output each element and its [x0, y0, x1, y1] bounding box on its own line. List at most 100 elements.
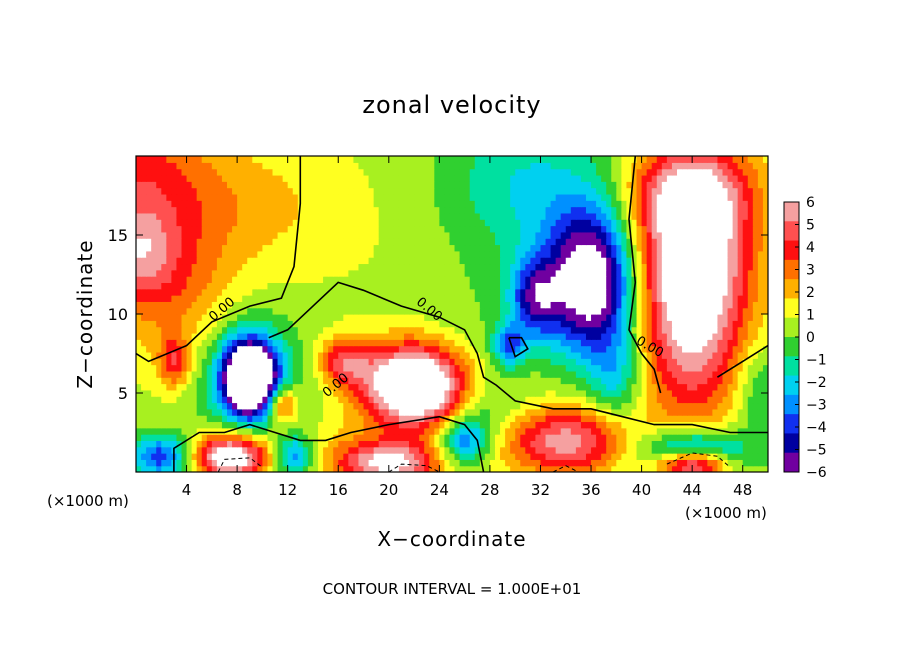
heatmap-cell: [151, 295, 157, 302]
heatmap-cell: [353, 295, 360, 302]
heatmap-cell: [682, 358, 688, 366]
heatmap-cell: [211, 238, 218, 246]
heatmap-cell: [136, 427, 142, 435]
heatmap-cell: [459, 446, 466, 454]
heatmap-cell: [373, 301, 380, 309]
heatmap-cell: [328, 276, 334, 283]
heatmap-cell: [510, 288, 516, 296]
heatmap-cell: [166, 301, 172, 309]
heatmap-cell: [697, 383, 703, 391]
heatmap-cell: [631, 345, 638, 353]
heatmap-cell: [505, 238, 511, 246]
heatmap-cell: [687, 389, 693, 397]
heatmap-cell: [297, 459, 304, 467]
heatmap-cell: [242, 440, 248, 448]
heatmap-cell: [459, 320, 466, 328]
heatmap-cell: [166, 351, 172, 359]
heatmap-cell: [419, 314, 425, 321]
heatmap-cell: [216, 282, 223, 290]
heatmap-cell: [409, 351, 415, 359]
heatmap-cell: [358, 364, 365, 372]
heatmap-cell: [747, 358, 754, 366]
heatmap-cell: [242, 276, 248, 283]
heatmap-cell: [136, 332, 142, 340]
heatmap-cell: [419, 402, 425, 410]
heatmap-cell: [560, 238, 567, 246]
heatmap-cell: [621, 314, 628, 321]
heatmap-cell: [206, 415, 213, 423]
heatmap-cell: [166, 314, 172, 321]
heatmap-cell: [383, 402, 390, 410]
heatmap-cell: [494, 339, 501, 347]
heatmap-cell: [368, 415, 375, 423]
heatmap-cell: [378, 339, 385, 347]
heatmap-cell: [257, 269, 263, 277]
heatmap-cell: [136, 408, 142, 416]
heatmap-cell: [454, 301, 461, 309]
heatmap-cell: [186, 434, 193, 441]
heatmap-cell: [358, 421, 365, 429]
heatmap-cell: [141, 238, 147, 246]
heatmap-cell: [166, 415, 172, 423]
heatmap-cell: [434, 370, 440, 378]
heatmap-cell: [429, 295, 435, 302]
heatmap-cell: [136, 370, 142, 378]
heatmap-cell: [429, 301, 435, 309]
heatmap-cell: [580, 396, 587, 404]
heatmap-cell: [494, 250, 501, 258]
heatmap-cell: [353, 231, 360, 239]
heatmap-cell: [287, 358, 294, 366]
heatmap-cell: [671, 250, 678, 258]
heatmap-cell: [525, 225, 531, 233]
heatmap-cell: [596, 421, 602, 429]
heatmap-cell: [333, 244, 339, 252]
heatmap-cell: [525, 326, 531, 334]
heatmap-cell: [661, 427, 668, 435]
heatmap-cell: [636, 421, 643, 429]
heatmap-cell: [297, 219, 304, 227]
heatmap-cell: [272, 301, 279, 309]
heatmap-cell: [191, 421, 198, 429]
heatmap-cell: [176, 446, 183, 454]
heatmap-cell: [216, 301, 223, 309]
heatmap-cell: [267, 231, 274, 239]
heatmap-cell: [388, 225, 395, 233]
heatmap-cell: [333, 339, 339, 347]
heatmap-cell: [469, 389, 476, 397]
heatmap-cell: [262, 288, 269, 296]
heatmap-cell: [641, 408, 648, 416]
heatmap-cell: [343, 326, 349, 334]
heatmap-cell: [424, 440, 430, 448]
heatmap-cell: [176, 351, 183, 359]
heatmap-cell: [353, 238, 360, 246]
heatmap-cell: [732, 225, 739, 233]
heatmap-cell: [596, 307, 602, 315]
heatmap-cell: [646, 276, 653, 283]
heatmap-cell: [449, 257, 456, 265]
heatmap-cell: [666, 332, 673, 340]
heatmap-cell: [596, 282, 602, 290]
heatmap-cell: [545, 434, 552, 441]
heatmap-cell: [221, 351, 228, 359]
heatmap-cell: [732, 370, 739, 378]
heatmap-cell: [267, 465, 274, 472]
heatmap-cell: [646, 434, 653, 441]
heatmap-cell: [206, 225, 213, 233]
heatmap-cell: [474, 459, 481, 467]
heatmap-cell: [591, 250, 597, 258]
heatmap-cell: [737, 314, 744, 321]
heatmap-cell: [555, 301, 562, 309]
heatmap-cell: [545, 244, 552, 252]
heatmap-cell: [247, 225, 253, 233]
heatmap-cell: [757, 427, 764, 435]
heatmap-cell: [333, 276, 339, 283]
heatmap-cell: [449, 389, 456, 397]
heatmap-cell: [444, 225, 451, 233]
heatmap-cell: [302, 389, 309, 397]
heatmap-cell: [702, 244, 708, 252]
heatmap-cell: [216, 351, 223, 359]
heatmap-cell: [277, 440, 284, 448]
heatmap-cell: [206, 465, 213, 472]
heatmap-cell: [414, 370, 420, 378]
heatmap-cell: [585, 244, 592, 252]
